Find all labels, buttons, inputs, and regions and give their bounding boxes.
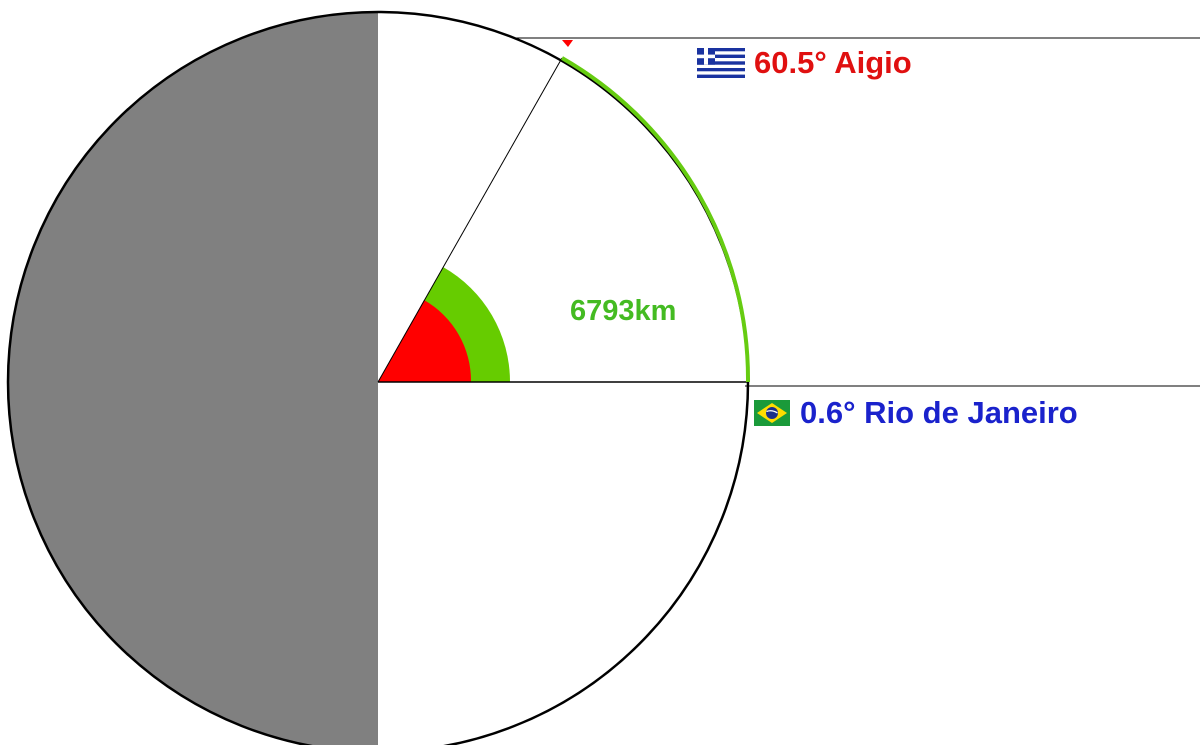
aigio-name: Aigio [834, 45, 912, 80]
brazil-flag-icon [754, 400, 790, 426]
arc-distance-label: 6793km [570, 295, 677, 327]
radius-to-aigio-line [377, 57, 563, 383]
rio-name: Rio de Janeiro [864, 395, 1078, 430]
aigio-angle: 60.5° [754, 45, 827, 80]
aigio-label: 60.5° Aigio [754, 47, 912, 78]
rio-label: 0.6° Rio de Janeiro [800, 397, 1078, 428]
aigio-sun-angle-marker [562, 40, 573, 47]
latitude-angle-inner-wedge [378, 300, 472, 382]
greece-flag-icon [697, 48, 745, 78]
earth-night-half [8, 12, 378, 745]
surface-distance-arc [561, 56, 751, 383]
rio-angle: 0.6° [800, 395, 856, 430]
